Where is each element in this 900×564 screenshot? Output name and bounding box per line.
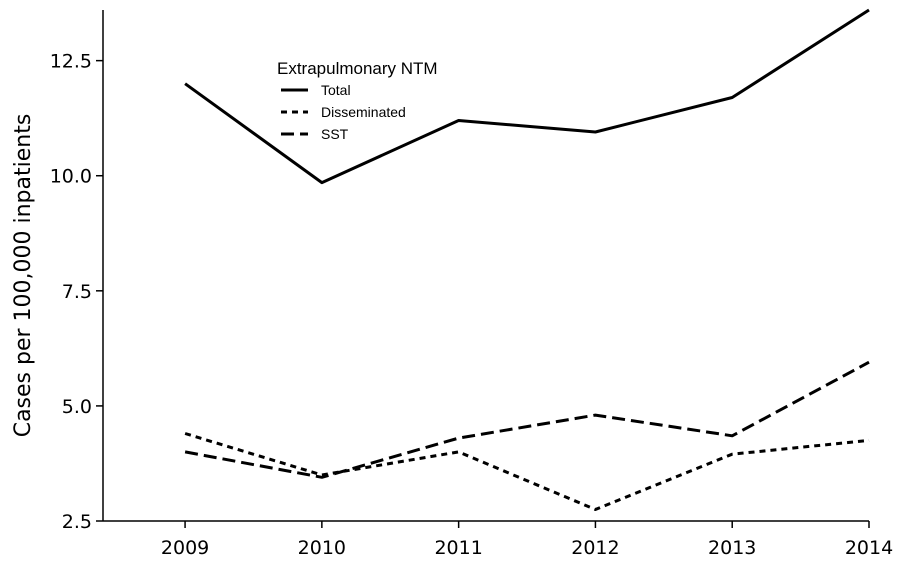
series-line-disseminated — [184, 432, 870, 511]
axes — [102, 10, 869, 522]
x-tick-label: 2014 — [845, 537, 893, 559]
series-line-total — [184, 8, 870, 185]
x-tick-label: 2013 — [708, 537, 756, 559]
x-tick-label: 2012 — [571, 537, 619, 559]
series-line-sst — [184, 360, 870, 479]
legend-label-sst: SST — [321, 126, 349, 142]
x-tick-label: 2010 — [298, 537, 346, 559]
y-tick-label: 2.5 — [62, 511, 92, 533]
x-tick-label: 2011 — [434, 537, 482, 559]
x-ticks: 2009 2010 2011 2012 2013 2014 — [161, 521, 893, 559]
x-tick-label: 2009 — [161, 537, 209, 559]
legend-label-disseminated: Disseminated — [321, 104, 406, 120]
y-tick-label: 7.5 — [62, 281, 92, 303]
legend-items: Total Disseminated SST — [281, 82, 406, 142]
y-tick-label: 5.0 — [62, 396, 92, 418]
y-tick-label: 10.0 — [50, 166, 92, 188]
series-lines — [184, 8, 870, 511]
legend-label-total: Total — [321, 82, 351, 98]
y-axis-title: Cases per 100,000 inpatients — [11, 114, 36, 438]
legend: Extrapulmonary NTM Total Disseminated SST — [277, 59, 438, 142]
y-ticks: 2.5 5.0 7.5 10.0 12.5 — [50, 51, 103, 533]
y-tick-label: 12.5 — [50, 51, 92, 73]
legend-title: Extrapulmonary NTM — [277, 59, 438, 78]
